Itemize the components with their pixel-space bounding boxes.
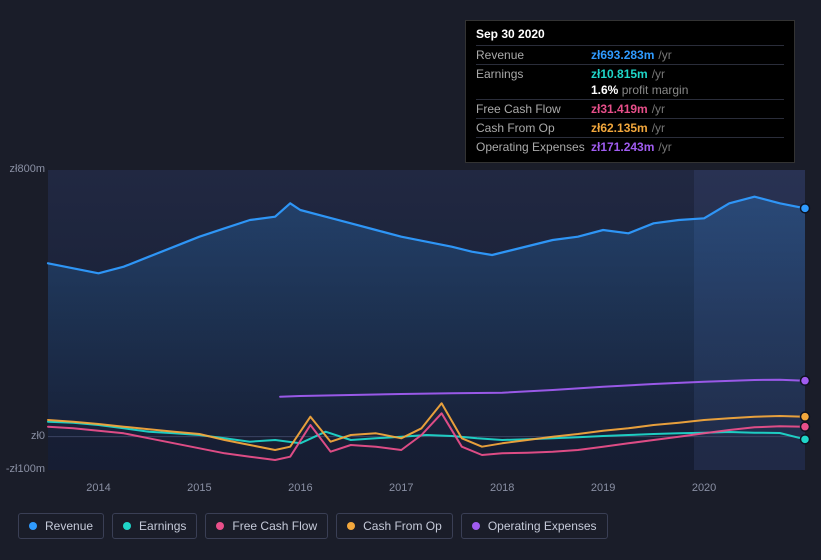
hover-tooltip: Sep 30 2020Revenuezł693.283m/yrEarningsz… (465, 20, 795, 163)
tooltip-metric-label: Earnings (476, 67, 591, 81)
legend-item-free-cash-flow[interactable]: Free Cash Flow (205, 513, 328, 539)
x-axis-tick-label: 2016 (288, 482, 312, 494)
legend-label: Cash From Op (363, 519, 442, 533)
legend-item-earnings[interactable]: Earnings (112, 513, 197, 539)
legend-dot-icon (347, 522, 355, 530)
tooltip-row: Cash From Opzł62.135m/yr (476, 118, 784, 137)
tooltip-metric-value: zł10.815m (591, 67, 648, 81)
legend-label: Free Cash Flow (232, 519, 317, 533)
tooltip-row: Operating Expenseszł171.243m/yr (476, 137, 784, 156)
legend-dot-icon (123, 522, 131, 530)
chart-plot-area (48, 170, 805, 470)
legend-item-cash-from-op[interactable]: Cash From Op (336, 513, 453, 539)
tooltip-metric-label: Revenue (476, 48, 591, 62)
x-axis-tick-label: 2019 (591, 482, 615, 494)
tooltip-metric-unit: /yr (652, 102, 665, 116)
legend-dot-icon (472, 522, 480, 530)
chart-lines (48, 170, 805, 470)
tooltip-metric-value: zł31.419m (591, 102, 648, 116)
tooltip-metric-unit: /yr (658, 48, 671, 62)
tooltip-metric-unit: /yr (652, 67, 665, 81)
tooltip-metric-unit: /yr (652, 121, 665, 135)
tooltip-row: Free Cash Flowzł31.419m/yr (476, 99, 784, 118)
legend-dot-icon (216, 522, 224, 530)
chart-legend: Revenue Earnings Free Cash Flow Cash From O… (18, 513, 608, 539)
x-axis-tick-label: 2018 (490, 482, 514, 494)
legend-item-operating-expenses[interactable]: Operating Expenses (461, 513, 608, 539)
x-axis-tick-label: 2015 (187, 482, 211, 494)
legend-label: Operating Expenses (488, 519, 597, 533)
tooltip-metric-unit: /yr (658, 140, 671, 154)
tooltip-metric-label: Free Cash Flow (476, 102, 591, 116)
y-axis-tick-label: -zł100m (0, 463, 45, 475)
tooltip-metric-value: zł62.135m (591, 121, 648, 135)
tooltip-date: Sep 30 2020 (476, 27, 784, 41)
y-axis-tick-label: zł800m (0, 163, 45, 175)
legend-item-revenue[interactable]: Revenue (18, 513, 104, 539)
y-axis-tick-label: zł0 (0, 430, 45, 442)
tooltip-metric-label: Cash From Op (476, 121, 591, 135)
tooltip-row: Earningszł10.815m/yr (476, 64, 784, 83)
tooltip-metric-label: Operating Expenses (476, 140, 591, 154)
legend-label: Earnings (139, 519, 186, 533)
tooltip-sub-value: 1.6% (591, 83, 618, 97)
tooltip-sub-row: 1.6% profit margin (476, 83, 784, 99)
legend-label: Revenue (45, 519, 93, 533)
x-axis-tick-label: 2020 (692, 482, 716, 494)
tooltip-metric-value: zł171.243m (591, 140, 654, 154)
x-axis-tick-label: 2017 (389, 482, 413, 494)
tooltip-metric-value: zł693.283m (591, 48, 654, 62)
tooltip-row: Revenuezł693.283m/yr (476, 45, 784, 64)
legend-dot-icon (29, 522, 37, 530)
x-axis-tick-label: 2014 (86, 482, 110, 494)
tooltip-sub-text: profit margin (622, 83, 689, 97)
